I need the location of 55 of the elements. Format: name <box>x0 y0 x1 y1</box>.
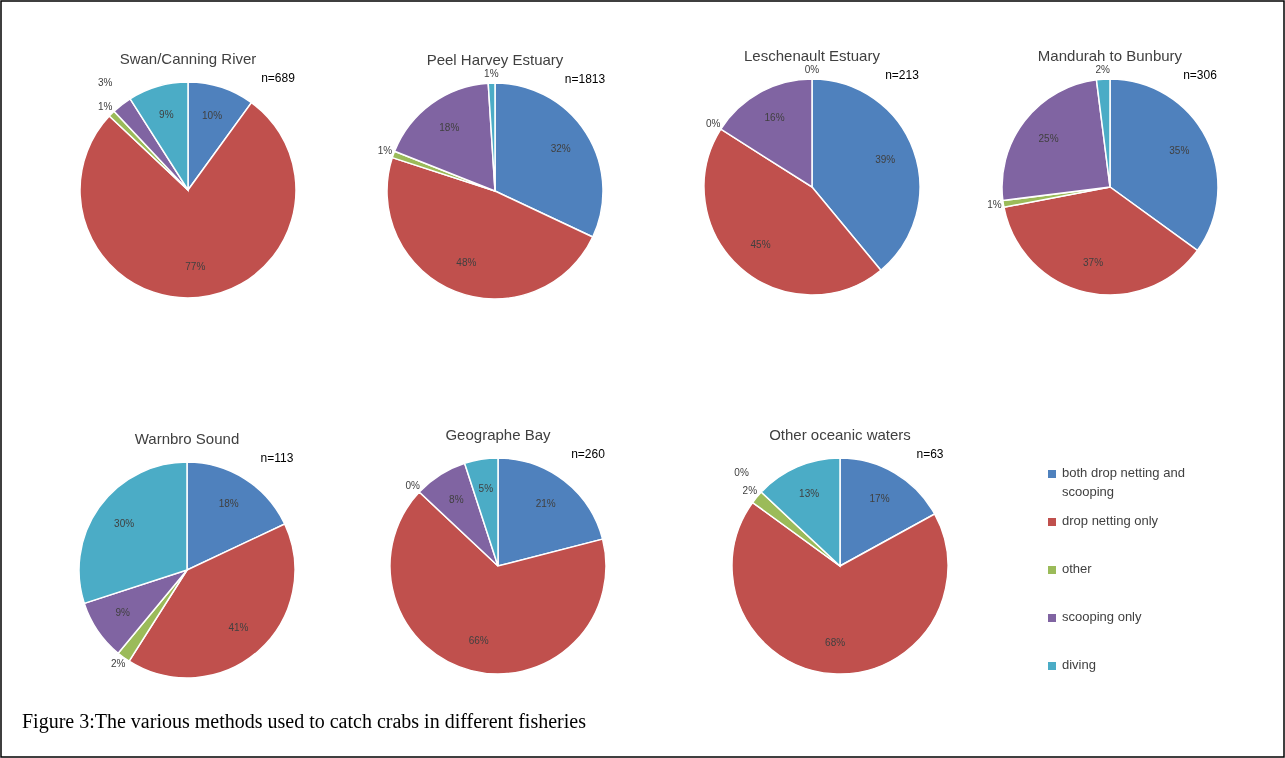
legend-label: drop netting only <box>1062 513 1159 529</box>
data-label: 68% <box>825 637 846 649</box>
data-label: 41% <box>228 621 249 633</box>
data-label: 1% <box>484 67 499 79</box>
legend-label: scooping only <box>1062 609 1142 625</box>
text: 0% <box>734 467 749 479</box>
text: 0% <box>405 479 420 491</box>
chart-title: Warnbro Sound <box>134 430 240 447</box>
caption: Figure 3:The various methods used to catch crabs in different fisheries <box>22 710 587 733</box>
chart-title: Mandurah to Bunbury <box>1037 47 1183 64</box>
text: 0% <box>705 117 721 129</box>
data-label: 3% <box>98 76 113 88</box>
data-label: 32% <box>550 142 571 154</box>
data-label: 77% <box>185 261 206 273</box>
data-label: 18% <box>218 497 239 509</box>
legend-label: both drop netting and scooping <box>1062 465 1185 500</box>
data-label: 9% <box>115 607 131 619</box>
data-label: 1% <box>98 100 113 112</box>
text: n=1813 <box>564 72 606 86</box>
data-label: 16% <box>764 112 785 124</box>
data-label: 9% <box>159 108 174 120</box>
data-label: 35% <box>1169 145 1190 157</box>
text: n=306 <box>1183 68 1218 82</box>
data-label: 1% <box>377 145 393 157</box>
data-label: 1% <box>987 198 1002 210</box>
chart-title: Leschenault Estuary <box>744 47 881 64</box>
data-label: 2% <box>1095 63 1110 75</box>
chart-title: Swan/Canning River <box>119 50 257 67</box>
data-label: 45% <box>750 238 771 250</box>
data-label: 37% <box>1083 256 1104 268</box>
text: 0% <box>804 63 820 75</box>
data-label: 21% <box>535 498 556 510</box>
data-label: 39% <box>875 154 896 166</box>
data-label: 2% <box>742 485 758 497</box>
data-label: 13% <box>799 488 820 500</box>
chart-title: Peel Harvey Estuary <box>426 51 564 68</box>
data-label: 30% <box>114 517 135 529</box>
data-label: 48% <box>456 256 477 268</box>
data-label: 5% <box>478 482 494 494</box>
text: n=260 <box>571 447 606 461</box>
legend-label: diving <box>1062 657 1096 673</box>
text: n=213 <box>885 68 920 82</box>
data-label: 17% <box>869 492 890 504</box>
data-label: 66% <box>468 634 489 646</box>
legend-label: other <box>1062 561 1093 577</box>
data-label: 25% <box>1038 132 1059 144</box>
text: n=689 <box>261 71 296 85</box>
chart-title: Geographe Bay <box>445 426 552 443</box>
text: n=113 <box>260 451 294 465</box>
data-label: 10% <box>202 109 223 121</box>
text: n=63 <box>916 447 944 461</box>
data-label: 8% <box>449 493 464 505</box>
data-label: 2% <box>111 658 126 670</box>
data-label: 18% <box>439 121 460 133</box>
chart-title: Other oceanic waters <box>769 426 911 443</box>
